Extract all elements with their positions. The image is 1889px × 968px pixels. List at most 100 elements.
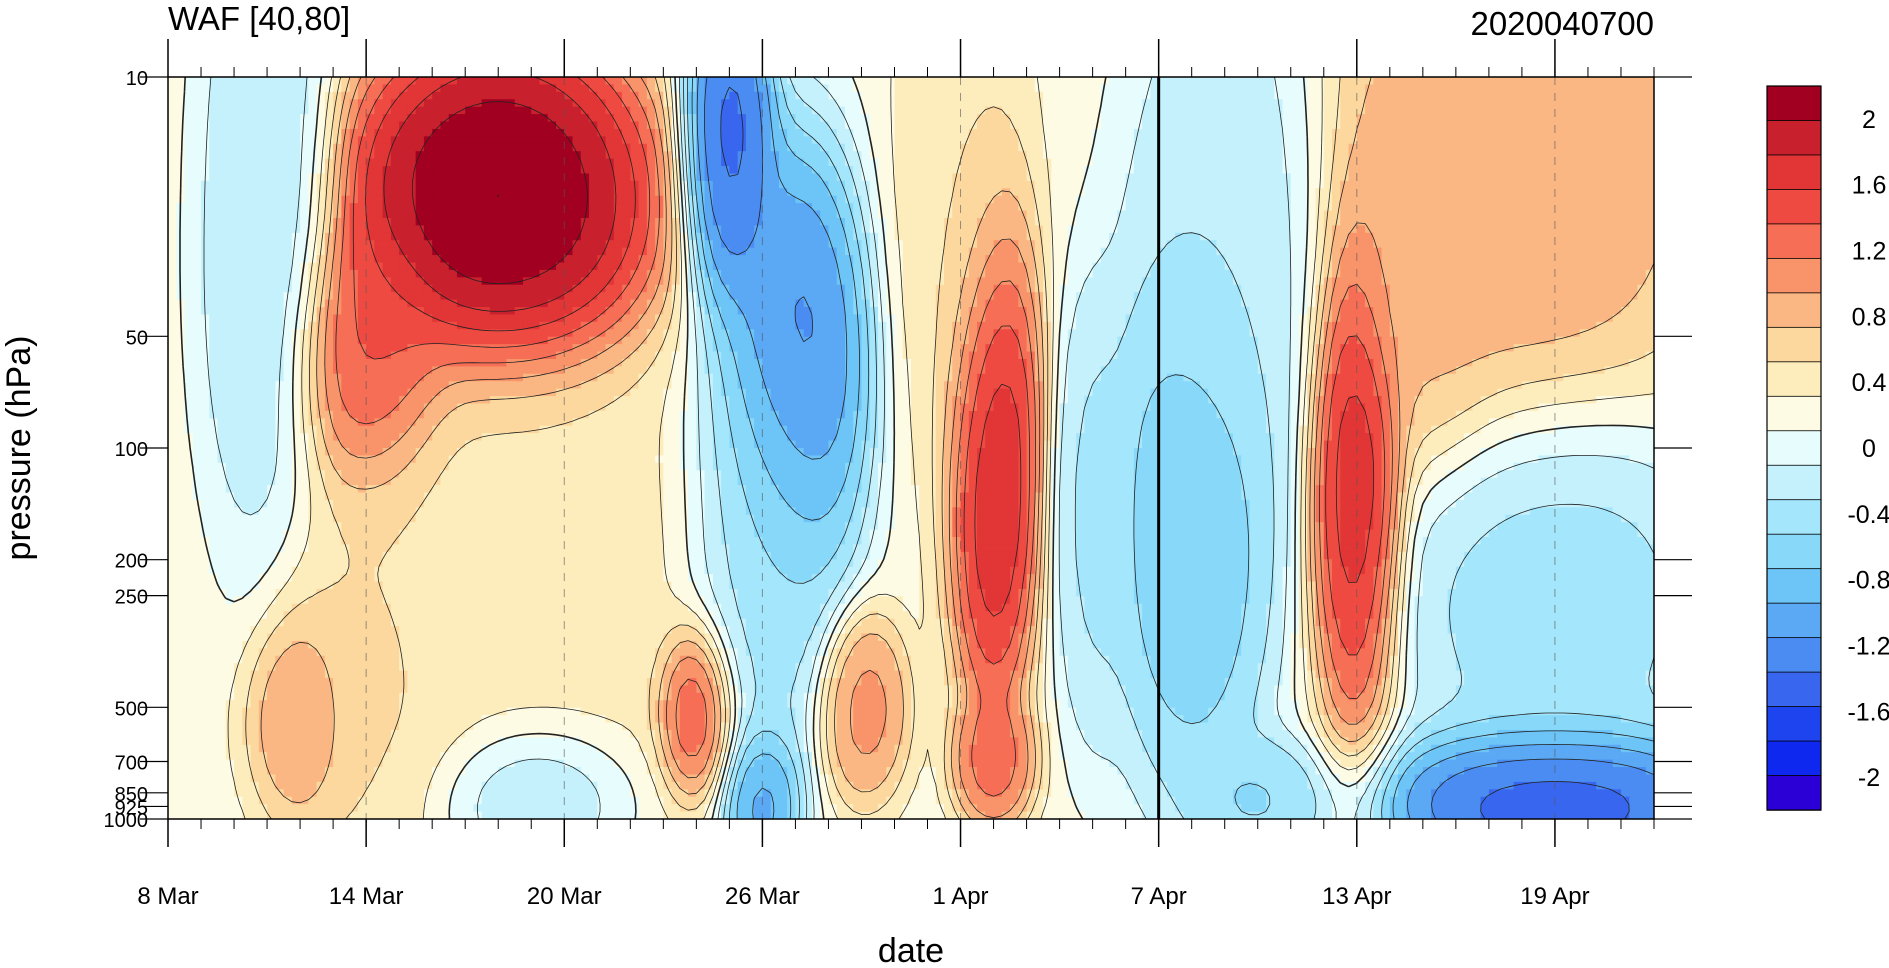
- field-cell: [1406, 269, 1416, 278]
- field-cell: [316, 143, 326, 152]
- field-cell: [399, 210, 409, 219]
- field-cell: [1356, 225, 1366, 234]
- field-cell: [1158, 173, 1168, 182]
- field-cell: [382, 128, 392, 137]
- field-cell: [456, 240, 466, 249]
- field-cell: [638, 106, 648, 115]
- field-cell: [1010, 166, 1019, 175]
- field-cell: [547, 128, 557, 137]
- field-cell: [1645, 114, 1654, 123]
- field-cell: [1513, 121, 1523, 130]
- field-cell: [1323, 173, 1333, 182]
- field-cell: [382, 91, 392, 100]
- field-cell: [390, 106, 400, 115]
- field-cell: [1076, 77, 1085, 86]
- field-cell: [1175, 180, 1185, 189]
- field-cell: [1150, 210, 1160, 219]
- field-cell: [531, 128, 541, 137]
- field-cell: [291, 180, 301, 189]
- field-cell: [646, 143, 656, 152]
- field-cell: [778, 136, 788, 145]
- field-cell: [704, 240, 714, 249]
- field-cell: [853, 255, 863, 264]
- field-cell: [820, 195, 830, 204]
- field-cell: [168, 143, 177, 152]
- field-cell: [1637, 128, 1647, 137]
- field-cell: [1373, 180, 1383, 189]
- field-cell: [1051, 84, 1061, 93]
- field-cell: [258, 121, 268, 130]
- field-cell: [1265, 262, 1275, 271]
- field-cell: [597, 247, 607, 256]
- field-cell: [977, 262, 986, 271]
- field-cell: [1439, 262, 1449, 271]
- field-cell: [1158, 269, 1168, 278]
- field-cell: [1389, 247, 1399, 256]
- field-cell: [267, 128, 276, 137]
- field-cell: [960, 203, 970, 212]
- field-cell: [820, 91, 830, 100]
- field-cell: [737, 77, 747, 86]
- field-cell: [820, 203, 830, 212]
- field-cell: [679, 262, 689, 271]
- field-cell: [894, 151, 904, 160]
- field-cell: [597, 106, 607, 115]
- field-cell: [589, 173, 598, 182]
- field-cell: [795, 277, 805, 286]
- field-cell: [1464, 240, 1473, 249]
- field-cell: [217, 128, 227, 137]
- field-cell: [1001, 173, 1011, 182]
- field-cell: [911, 217, 920, 226]
- field-cell: [663, 143, 673, 152]
- field-cell: [1142, 262, 1152, 271]
- field-cell: [622, 99, 631, 108]
- field-cell: [597, 173, 607, 182]
- field-cell: [572, 188, 582, 197]
- field-cell: [349, 84, 359, 93]
- field-cell: [927, 158, 937, 167]
- field-cell: [985, 188, 995, 197]
- field-cell: [1043, 106, 1052, 115]
- field-cell: [1464, 158, 1473, 167]
- field-cell: [1587, 232, 1597, 241]
- field-cell: [721, 269, 730, 278]
- field-cell: [1043, 217, 1052, 226]
- field-cell: [201, 143, 210, 152]
- field-cell: [465, 195, 475, 204]
- field-cell: [374, 269, 384, 278]
- field-cell: [1034, 262, 1044, 271]
- field-cell: [1381, 188, 1391, 197]
- field-cell: [1199, 77, 1209, 86]
- field-cell: [613, 195, 623, 204]
- field-cell: [1199, 143, 1209, 152]
- field-cell: [944, 99, 953, 108]
- field-cell: [1051, 143, 1061, 152]
- field-cell: [737, 277, 747, 286]
- field-cell: [1191, 166, 1201, 175]
- field-cell: [1455, 269, 1465, 278]
- field-cell: [787, 128, 797, 137]
- field-cell: [1398, 203, 1407, 212]
- field-cell: [737, 203, 747, 212]
- field-cell: [572, 269, 582, 278]
- field-cell: [1447, 203, 1457, 212]
- field-cell: [341, 195, 351, 204]
- field-cell: [1497, 180, 1506, 189]
- field-cell: [844, 136, 854, 145]
- field-cell: [655, 143, 664, 152]
- field-cell: [1340, 128, 1350, 137]
- field-cell: [1216, 277, 1226, 286]
- field-cell: [283, 225, 293, 234]
- field-cell: [1554, 195, 1564, 204]
- field-cell: [1199, 91, 1209, 100]
- field-cell: [1480, 77, 1490, 86]
- field-cell: [679, 277, 689, 286]
- field-cell: [1257, 136, 1267, 145]
- field-cell: [1431, 255, 1440, 264]
- field-cell: [1439, 166, 1449, 175]
- field-cell: [1059, 180, 1069, 189]
- field-cell: [952, 166, 962, 175]
- field-cell: [390, 195, 400, 204]
- field-cell: [1604, 262, 1614, 271]
- field-cell: [638, 240, 648, 249]
